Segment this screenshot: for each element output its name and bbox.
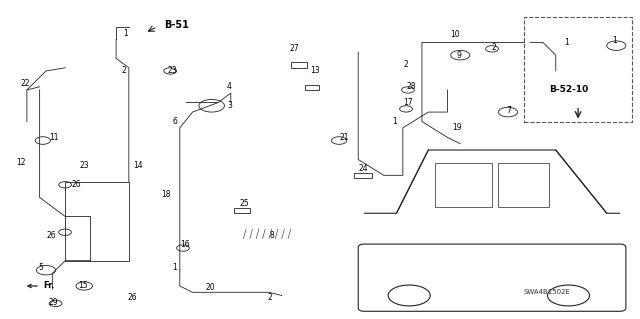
- Text: 9: 9: [456, 51, 461, 60]
- Text: Fr.: Fr.: [28, 281, 54, 291]
- Text: 2: 2: [404, 60, 408, 69]
- Text: 27: 27: [290, 44, 300, 53]
- Bar: [435, 163, 492, 207]
- Bar: [291, 62, 307, 68]
- Text: 3: 3: [227, 101, 232, 110]
- Text: SWA4B1502E: SWA4B1502E: [524, 289, 571, 295]
- Text: 7: 7: [507, 106, 512, 115]
- Text: 2: 2: [122, 66, 126, 76]
- Text: 17: 17: [403, 98, 413, 107]
- Text: 26: 26: [127, 293, 137, 301]
- Text: 1: 1: [124, 28, 128, 38]
- Text: 14: 14: [134, 161, 143, 170]
- Text: 18: 18: [161, 190, 170, 199]
- Text: B-51: B-51: [164, 20, 189, 30]
- Bar: [234, 208, 250, 213]
- Text: 25: 25: [240, 199, 250, 208]
- Text: 24: 24: [358, 165, 368, 174]
- Text: 4: 4: [227, 82, 232, 91]
- Text: 1: 1: [612, 36, 617, 45]
- Text: 1: 1: [172, 263, 177, 271]
- Bar: [499, 163, 549, 207]
- Text: 1: 1: [564, 38, 569, 47]
- Bar: [354, 173, 372, 178]
- Bar: [65, 182, 129, 261]
- Text: 23: 23: [79, 161, 89, 170]
- Text: 20: 20: [205, 283, 215, 292]
- Bar: [305, 85, 319, 90]
- Text: 26: 26: [72, 180, 81, 189]
- Text: 23: 23: [167, 66, 177, 76]
- Text: 10: 10: [451, 30, 460, 39]
- Text: 22: 22: [21, 79, 30, 88]
- Text: 6: 6: [172, 117, 177, 126]
- Text: 2: 2: [492, 43, 497, 52]
- Text: 11: 11: [49, 133, 58, 142]
- Bar: [524, 17, 632, 122]
- Text: 29: 29: [49, 298, 58, 307]
- Text: 2: 2: [268, 293, 273, 301]
- Text: 1: 1: [392, 117, 397, 126]
- Text: 12: 12: [16, 158, 25, 167]
- Text: 16: 16: [180, 241, 189, 249]
- Text: 8: 8: [270, 231, 275, 240]
- Text: 26: 26: [46, 231, 56, 240]
- Text: B-52-10: B-52-10: [549, 85, 589, 94]
- Text: 15: 15: [78, 281, 88, 291]
- Text: 28: 28: [406, 82, 416, 91]
- Text: 21: 21: [339, 133, 349, 142]
- Text: 13: 13: [310, 66, 320, 76]
- Text: 5: 5: [38, 263, 44, 271]
- Text: 19: 19: [452, 123, 462, 132]
